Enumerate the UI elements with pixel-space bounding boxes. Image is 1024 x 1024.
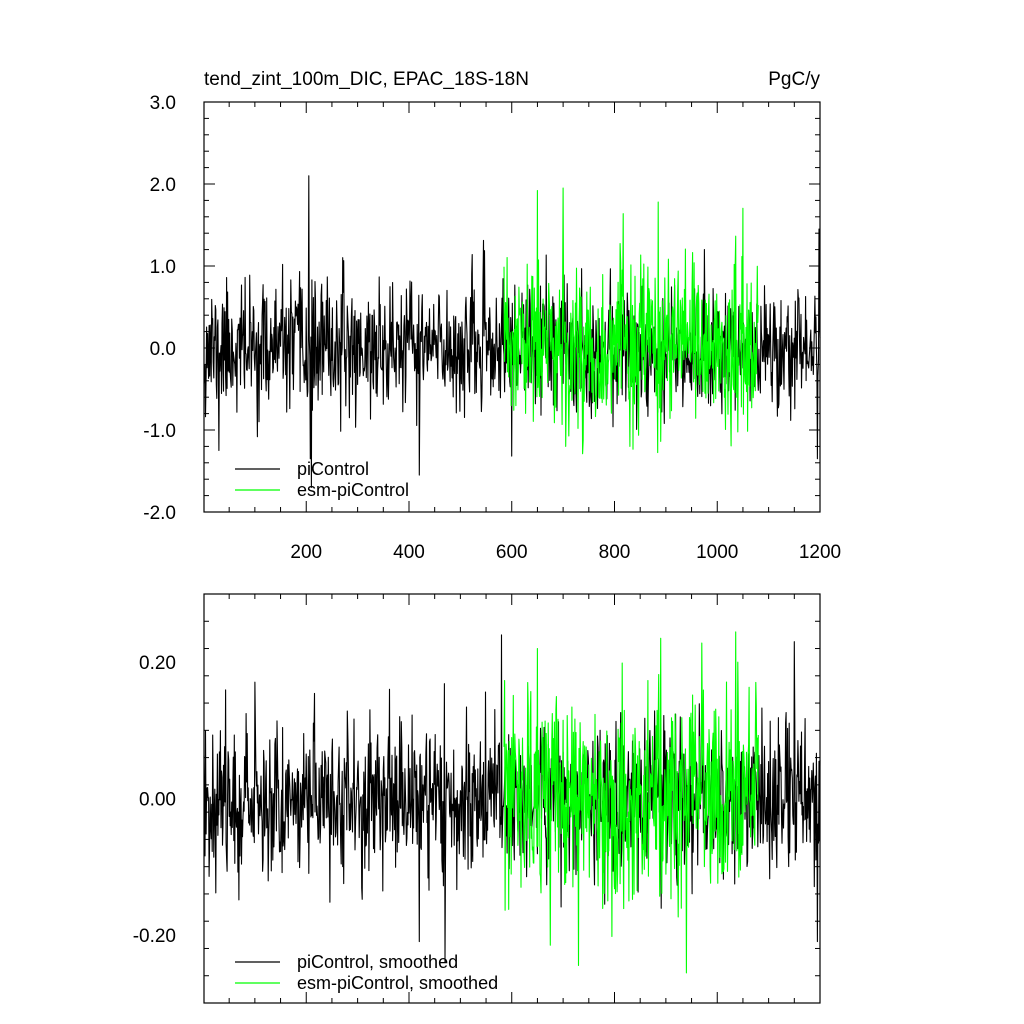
top-panel-tick-labels: 3.0 2.0 1.0 0.0 -1.0 -2.0 200 400 600 800 1000 1200 — [143, 93, 841, 563]
x-tick-label: 800 — [599, 542, 631, 563]
y-tick-label: -2.0 — [143, 503, 176, 524]
y-tick-label: 0.00 — [139, 790, 176, 811]
y-tick-label: 0.20 — [139, 653, 176, 674]
y-tick-label: 2.0 — [150, 175, 176, 196]
top-panel-units: PgC/y — [768, 69, 820, 90]
top-panel-legend: piControl esm-piControl — [235, 459, 409, 500]
top-panel-series — [203, 175, 821, 488]
bottom-panel: 0.20 0.00 -0.20 piControl, smoothed esm-pi… — [133, 593, 821, 1004]
y-tick-label: 0.0 — [150, 339, 176, 360]
top-panel-frame — [203, 101, 821, 513]
legend-label-esm-picontrol-smoothed: esm-piControl, smoothed — [297, 973, 498, 993]
series-line-esm-picontrol — [503, 187, 759, 455]
bottom-panel-series — [203, 631, 821, 974]
top-panel: tend_zint_100m_DIC, EPAC_18S-18N PgC/y 3… — [143, 69, 841, 563]
bottom-panel-legend: piControl, smoothed esm-piControl, smoot… — [235, 952, 498, 993]
top-panel-title: tend_zint_100m_DIC, EPAC_18S-18N — [204, 69, 529, 90]
y-tick-label: 1.0 — [150, 257, 176, 278]
x-tick-label: 200 — [290, 542, 322, 563]
bottom-panel-tick-labels: 0.20 0.00 -0.20 — [133, 653, 176, 947]
x-tick-label: 600 — [496, 542, 528, 563]
x-tick-label: 1000 — [696, 542, 738, 563]
legend-label-picontrol-smoothed: piControl, smoothed — [297, 952, 458, 972]
legend-label-picontrol: piControl — [297, 459, 369, 479]
x-tick-label: 1200 — [799, 542, 841, 563]
x-tick-label: 400 — [393, 542, 425, 563]
series-line-esm-picontrol-smoothed — [503, 631, 759, 974]
y-tick-label: -1.0 — [143, 421, 176, 442]
y-tick-label: 3.0 — [150, 93, 176, 114]
legend-label-esm-picontrol: esm-piControl — [297, 480, 409, 500]
bottom-panel-frame — [203, 593, 821, 1004]
y-tick-label: -0.20 — [133, 926, 176, 947]
